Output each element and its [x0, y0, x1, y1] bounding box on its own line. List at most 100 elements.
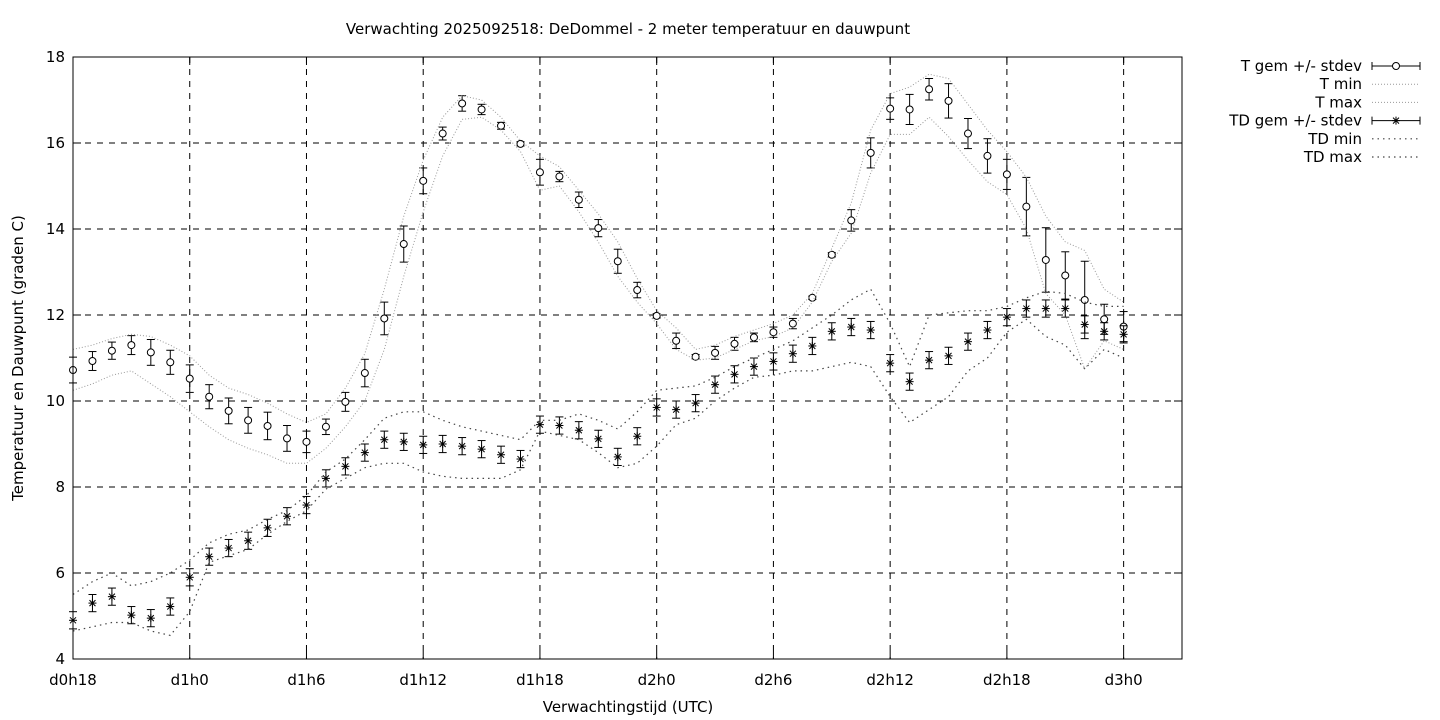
td-gem-stdev-point — [652, 403, 661, 412]
td-gem-stdev-point — [205, 552, 214, 561]
td-gem-stdev-point — [477, 445, 486, 454]
t-gem-stdev-point — [224, 406, 233, 415]
td-gem-stdev-point — [633, 432, 642, 441]
x-tick-label: d1h18 — [516, 671, 564, 689]
t-gem-stdev-point — [458, 99, 467, 108]
t-gem-stdev-point — [321, 422, 330, 431]
t-gem-stdev-point — [788, 319, 797, 328]
t-gem-stdev-point — [185, 374, 194, 383]
t-gem-stdev-point — [574, 195, 583, 204]
td-gem-stdev-point — [341, 462, 350, 471]
td-gem-stdev-point — [146, 614, 155, 623]
t-min-line — [72, 116, 1124, 464]
legend-label: T max — [1314, 93, 1362, 111]
t-gem-stdev-point — [107, 346, 116, 355]
plot-data — [69, 73, 1128, 637]
t-gem-stdev-point — [613, 257, 622, 266]
t-gem-stdev-point — [166, 358, 175, 367]
x-axis-label: Verwachtingstijd (UTC) — [543, 698, 714, 716]
t-gem-stdev-point — [1022, 202, 1031, 211]
td-gem-stdev-point — [944, 351, 953, 360]
td-gem-stdev-point — [886, 359, 895, 368]
t-gem-stdev-point — [691, 352, 700, 361]
chart-title: Verwachting 2025092518: DeDommel - 2 met… — [346, 20, 910, 38]
x-tick-label: d2h0 — [638, 671, 676, 689]
t-gem-stdev-point — [672, 336, 681, 345]
td-gem-stdev-point — [1080, 320, 1089, 329]
t-gem-stdev-point — [983, 151, 992, 160]
td-gem-stdev-point — [263, 523, 272, 532]
t-gem-stdev-point — [360, 369, 369, 378]
td-gem-stdev-point — [613, 452, 622, 461]
td-gem-stdev-series — [69, 299, 1128, 630]
legend-marker-t-gem-stdev — [1392, 62, 1400, 70]
td-gem-stdev-point — [419, 440, 428, 449]
td-gem-stdev-point — [127, 611, 136, 620]
t-gem-stdev-point — [769, 328, 778, 337]
td-gem-stdev-point — [224, 544, 233, 553]
y-tick-label: 8 — [55, 478, 65, 496]
td-gem-stdev-point — [711, 380, 720, 389]
td-gem-stdev-point — [399, 437, 408, 446]
t-gem-stdev-point — [1080, 295, 1089, 304]
t-gem-stdev-point — [438, 129, 447, 138]
y-tick-label: 18 — [46, 48, 65, 66]
td-gem-stdev-point — [1002, 313, 1011, 322]
t-gem-stdev-point — [497, 121, 506, 130]
t-gem-stdev-point — [594, 224, 603, 233]
legend-label: T gem +/- stdev — [1240, 57, 1362, 75]
td-gem-stdev-point — [594, 434, 603, 443]
legend-label: TD gem +/- stdev — [1228, 112, 1362, 130]
t-gem-stdev-point — [633, 286, 642, 295]
legend-label: TD min — [1307, 130, 1362, 148]
td-gem-stdev-point — [360, 448, 369, 457]
t-gem-stdev-point — [302, 437, 311, 446]
td-gem-stdev-point — [847, 323, 856, 332]
td-gem-stdev-point — [769, 357, 778, 366]
x-tick-label: d3h0 — [1105, 671, 1143, 689]
x-tick-label: d1h6 — [287, 671, 325, 689]
t-gem-stdev-point — [1002, 170, 1011, 179]
td-gem-stdev-point — [1119, 330, 1128, 339]
td-gem-stdev-point — [555, 421, 564, 430]
td-gem-stdev-point — [672, 405, 681, 414]
legend-marker-td-gem-stdev — [1392, 116, 1400, 125]
t-gem-stdev-point — [283, 434, 292, 443]
t-gem-stdev-point — [535, 168, 544, 177]
td-min-line — [72, 318, 1124, 637]
td-gem-stdev-point — [730, 370, 739, 379]
t-gem-stdev-point — [419, 176, 428, 185]
td-gem-stdev-point — [321, 474, 330, 483]
td-gem-stdev-point — [691, 399, 700, 408]
grid — [73, 57, 1182, 659]
td-gem-stdev-point — [1061, 304, 1070, 313]
td-gem-stdev-point — [983, 326, 992, 335]
t-gem-stdev-point — [963, 129, 972, 138]
t-gem-stdev-point — [341, 397, 350, 406]
x-tick-label: d2h12 — [866, 671, 914, 689]
t-gem-stdev-point — [711, 348, 720, 357]
t-gem-stdev-point — [88, 357, 97, 366]
td-gem-stdev-point — [283, 512, 292, 521]
t-gem-stdev-point — [555, 172, 564, 181]
td-gem-stdev-point — [107, 592, 116, 601]
td-gem-stdev-point — [808, 341, 817, 350]
td-gem-stdev-point — [866, 326, 875, 335]
t-gem-stdev-point — [146, 348, 155, 357]
t-gem-stdev-point — [905, 105, 914, 114]
y-tick-label: 14 — [46, 220, 65, 238]
td-gem-stdev-point — [963, 337, 972, 346]
t-gem-stdev-point — [263, 421, 272, 430]
y-tick-label: 6 — [55, 564, 65, 582]
td-gem-stdev-point — [574, 426, 583, 435]
x-tick-label: d1h0 — [171, 671, 209, 689]
td-gem-stdev-point — [244, 536, 253, 545]
t-max-line — [72, 73, 1124, 424]
t-gem-stdev-point — [516, 139, 525, 148]
t-gem-stdev-point — [730, 339, 739, 348]
y-tick-label: 16 — [46, 134, 65, 152]
t-gem-stdev-point — [380, 314, 389, 323]
t-gem-stdev-point — [886, 104, 895, 113]
